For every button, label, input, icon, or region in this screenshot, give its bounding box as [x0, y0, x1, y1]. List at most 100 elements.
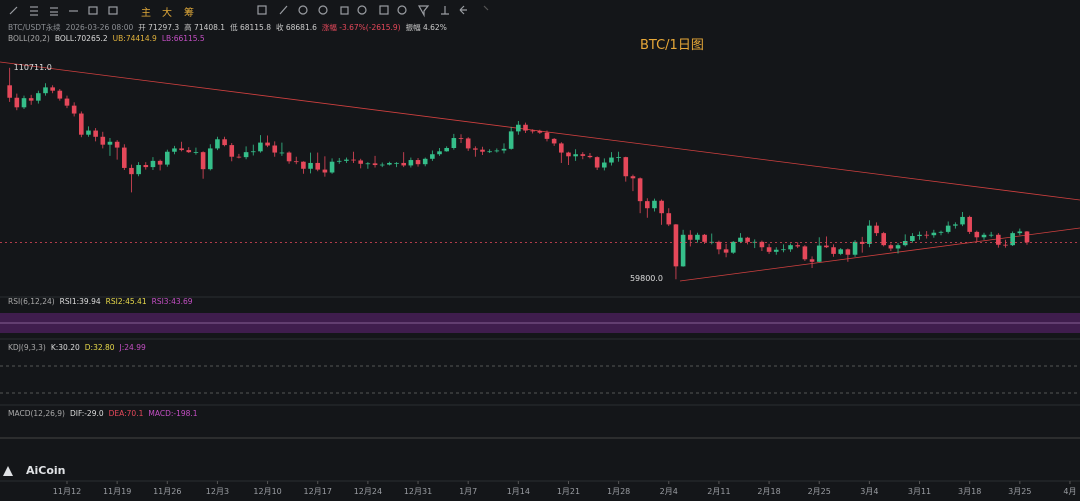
candle-body — [437, 151, 442, 155]
indicator-value: DEA:70.1 — [108, 409, 144, 418]
x-tick-label: 2月18 — [757, 487, 780, 496]
candle-body — [967, 216, 972, 232]
indicator-value: 低 68115.8 — [230, 23, 271, 32]
candle-body — [150, 160, 156, 168]
candle-body — [874, 225, 879, 234]
candle-body — [831, 247, 836, 254]
x-tick-label: 11月12 — [53, 487, 81, 496]
x-tick-label: 1月21 — [557, 487, 580, 496]
candle-body — [852, 241, 858, 255]
candle-body — [988, 234, 994, 236]
x-tick-label: 12月24 — [354, 487, 382, 496]
candle-body — [788, 245, 793, 250]
candle-body — [723, 249, 729, 253]
rsi-row: RSI(6,12,24) RSI1:39.94 RSI2:45.41 RSI3:43.… — [8, 297, 198, 306]
candle-body — [537, 130, 543, 133]
indicator-value: 涨幅 -3.67%(-2615.9) — [321, 23, 401, 32]
candle-body — [594, 157, 600, 168]
candle-body — [50, 87, 55, 91]
candle-body — [121, 147, 127, 168]
candle-body — [616, 157, 621, 158]
candle-body — [272, 145, 278, 153]
candle-body — [974, 231, 980, 238]
candle-body — [673, 224, 679, 267]
candle-body — [931, 232, 937, 236]
x-tick-label: 1月7 — [459, 487, 477, 496]
candle-body — [444, 148, 449, 152]
candle-body — [924, 234, 929, 236]
candle-body — [544, 132, 550, 139]
x-tick-label: 12月17 — [304, 487, 332, 496]
candle-body — [358, 160, 364, 164]
x-tick-label: 1月14 — [507, 487, 530, 496]
x-tick-label: 1月28 — [607, 487, 630, 496]
low-label: 59800.0 — [630, 274, 663, 283]
candle-body — [752, 241, 758, 243]
candle-body — [351, 159, 356, 161]
candle-body — [28, 98, 34, 101]
candle-body — [687, 234, 693, 240]
candle-body — [394, 162, 399, 164]
indicator-value: RSI2:45.41 — [105, 297, 147, 306]
candle-body — [580, 154, 586, 156]
x-tick-label: 2月11 — [707, 487, 730, 496]
candle-body — [344, 159, 349, 161]
candle-body — [781, 249, 786, 251]
candle-body — [387, 162, 392, 165]
candle-body — [200, 152, 206, 170]
toolbar-button[interactable]: 主 — [141, 8, 151, 19]
toolbar-icons — [9, 5, 489, 18]
indicator-value: LB:66115.5 — [161, 34, 205, 43]
indicator-value: 开 71297.3 — [138, 23, 180, 32]
candle-body — [652, 200, 657, 209]
candle-body — [250, 151, 256, 153]
candle-body — [953, 224, 958, 226]
candle-body — [917, 234, 922, 237]
candle-body — [1024, 231, 1030, 243]
toolbar-button[interactable]: 大 — [162, 8, 172, 19]
candle-body — [494, 150, 500, 152]
candle-body — [79, 113, 84, 135]
candle-body — [71, 105, 77, 114]
candle-body — [881, 233, 887, 246]
x-tick-label: 12月31 — [404, 487, 432, 496]
candle-body — [336, 160, 342, 162]
candle-body — [888, 245, 894, 249]
candle-body — [365, 163, 371, 165]
candle-body — [716, 241, 722, 250]
candle-body — [573, 154, 578, 157]
candle-body — [523, 124, 528, 131]
indicator-value: MACD:-198.1 — [148, 409, 198, 418]
candle-body — [587, 155, 593, 158]
candle-body — [473, 148, 478, 150]
candle-body — [279, 152, 285, 154]
candle-body — [630, 176, 636, 179]
candle-body — [57, 90, 63, 99]
candle-body — [164, 151, 170, 165]
candle-body — [258, 142, 263, 152]
toolbar-button[interactable]: 筹 — [184, 8, 194, 19]
candle-body — [759, 241, 765, 248]
candle-body — [458, 138, 464, 139]
datetime: 2026-03-26 08:00 — [65, 23, 134, 32]
candle-body — [1003, 244, 1008, 246]
symbol: BTC/USDT永续 — [8, 23, 61, 32]
candle-body — [945, 225, 951, 232]
candle-body — [100, 136, 106, 145]
macd-row: MACD(12,26,9) DIF:-29.0 DEA:70.1 MACD:-198.… — [8, 409, 203, 418]
indicator-value: RSI1:39.94 — [59, 297, 101, 306]
indicator-value: BOLL(20,2) — [8, 34, 50, 43]
candle-body — [129, 167, 134, 175]
logo: AiCoin — [26, 464, 66, 477]
x-tick-label: 3月4 — [860, 487, 878, 496]
candle-body — [36, 93, 41, 101]
candle-body — [795, 245, 801, 247]
candle-body — [680, 234, 686, 267]
candle-body — [809, 259, 815, 262]
candle-body — [637, 178, 643, 202]
chart-title: BTC/1日图 — [640, 38, 704, 53]
x-tick-label: 2月4 — [660, 487, 678, 496]
indicator-value: RSI3:43.69 — [151, 297, 193, 306]
